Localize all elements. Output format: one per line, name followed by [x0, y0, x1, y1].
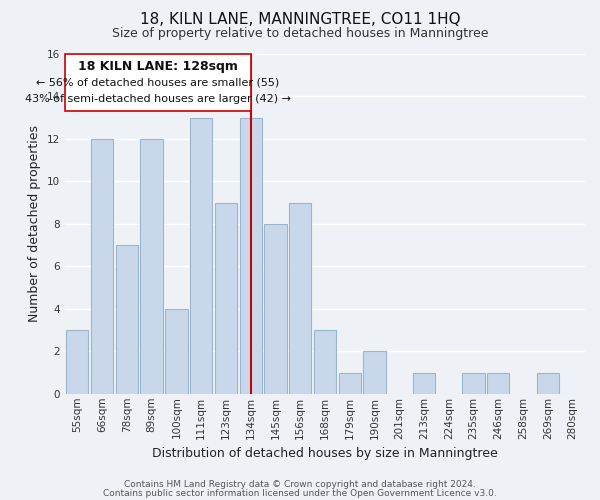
Bar — [165, 309, 188, 394]
Text: 18, KILN LANE, MANNINGTREE, CO11 1HQ: 18, KILN LANE, MANNINGTREE, CO11 1HQ — [140, 12, 460, 28]
Bar — [364, 352, 386, 394]
Bar — [66, 330, 88, 394]
Text: Size of property relative to detached houses in Manningtree: Size of property relative to detached ho… — [112, 28, 488, 40]
Bar — [140, 139, 163, 394]
Text: ← 56% of detached houses are smaller (55): ← 56% of detached houses are smaller (55… — [36, 78, 280, 88]
Bar — [314, 330, 336, 394]
X-axis label: Distribution of detached houses by size in Manningtree: Distribution of detached houses by size … — [152, 447, 498, 460]
Bar — [91, 139, 113, 394]
Bar — [289, 202, 311, 394]
Bar — [215, 202, 237, 394]
Bar — [338, 372, 361, 394]
Text: Contains HM Land Registry data © Crown copyright and database right 2024.: Contains HM Land Registry data © Crown c… — [124, 480, 476, 489]
Text: 43% of semi-detached houses are larger (42) →: 43% of semi-detached houses are larger (… — [25, 94, 291, 104]
Text: 18 KILN LANE: 128sqm: 18 KILN LANE: 128sqm — [78, 60, 238, 73]
Bar — [116, 245, 138, 394]
Bar — [239, 118, 262, 394]
Bar — [487, 372, 509, 394]
Bar — [537, 372, 559, 394]
Y-axis label: Number of detached properties: Number of detached properties — [28, 126, 41, 322]
Bar — [190, 118, 212, 394]
Text: Contains public sector information licensed under the Open Government Licence v3: Contains public sector information licen… — [103, 488, 497, 498]
Bar — [413, 372, 435, 394]
Bar — [265, 224, 287, 394]
Bar — [463, 372, 485, 394]
FancyBboxPatch shape — [65, 54, 251, 112]
